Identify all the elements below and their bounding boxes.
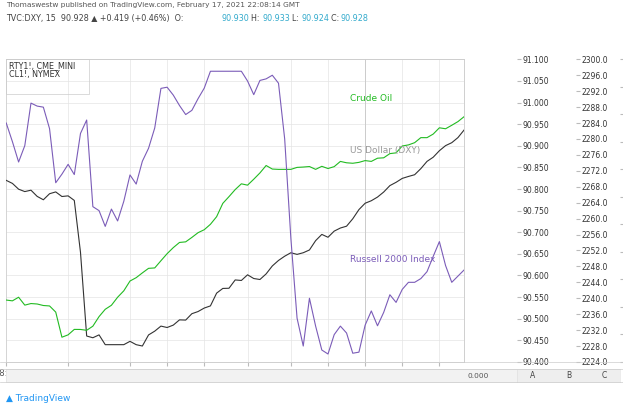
Text: ▲ TradingView: ▲ TradingView bbox=[6, 394, 70, 403]
Text: 90.928: 90.928 bbox=[341, 14, 369, 23]
Text: H:: H: bbox=[246, 14, 262, 23]
Text: L:: L: bbox=[287, 14, 302, 23]
Text: 90.930: 90.930 bbox=[221, 14, 249, 23]
Text: 90.933: 90.933 bbox=[262, 14, 290, 23]
Text: TVC:DXY, 15  90.928 ▲ +0.419 (+0.46%)  O:: TVC:DXY, 15 90.928 ▲ +0.419 (+0.46%) O: bbox=[6, 14, 186, 23]
Text: A: A bbox=[530, 371, 535, 380]
Text: CL1!, NYMEX: CL1!, NYMEX bbox=[9, 70, 60, 79]
Text: 0.000: 0.000 bbox=[467, 373, 488, 379]
Text: US Dollar (DXY): US Dollar (DXY) bbox=[350, 146, 420, 155]
Text: RTY1!, CME_MINI: RTY1!, CME_MINI bbox=[9, 61, 75, 70]
Text: Thomaswestw published on TradingView.com, February 17, 2021 22:08:14 GMT: Thomaswestw published on TradingView.com… bbox=[6, 2, 300, 8]
Text: B: B bbox=[566, 371, 571, 380]
Text: 90.924: 90.924 bbox=[302, 14, 330, 23]
Text: Russell 2000 Index: Russell 2000 Index bbox=[350, 254, 435, 263]
Text: C: C bbox=[602, 371, 607, 380]
Text: Crude Oil: Crude Oil bbox=[350, 94, 392, 103]
Text: C:: C: bbox=[326, 14, 342, 23]
